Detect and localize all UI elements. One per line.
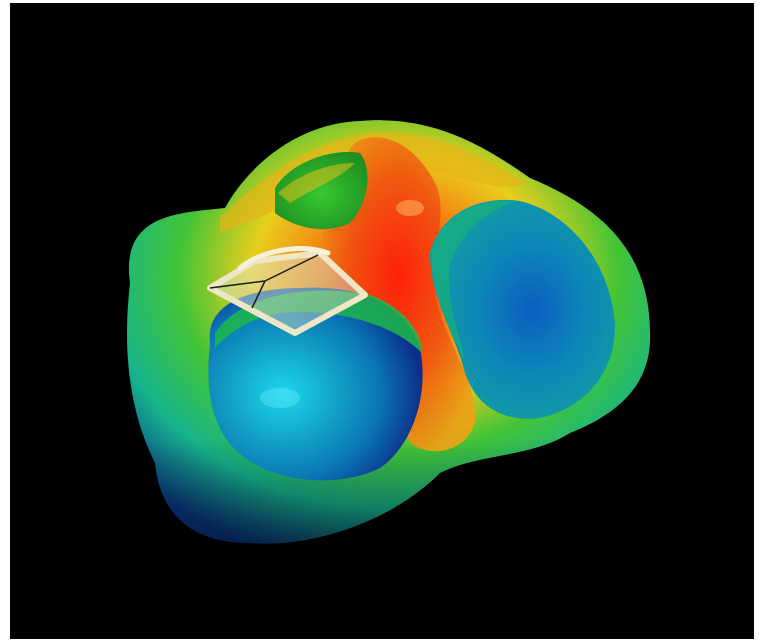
probe-widget[interactable] bbox=[207, 246, 368, 336]
surface-bridge bbox=[320, 137, 476, 452]
surface-render bbox=[127, 120, 651, 544]
probe-plane bbox=[207, 250, 368, 336]
left-cavity bbox=[208, 287, 423, 481]
right-cavity bbox=[430, 199, 616, 419]
3d-viewport[interactable] bbox=[10, 3, 754, 639]
